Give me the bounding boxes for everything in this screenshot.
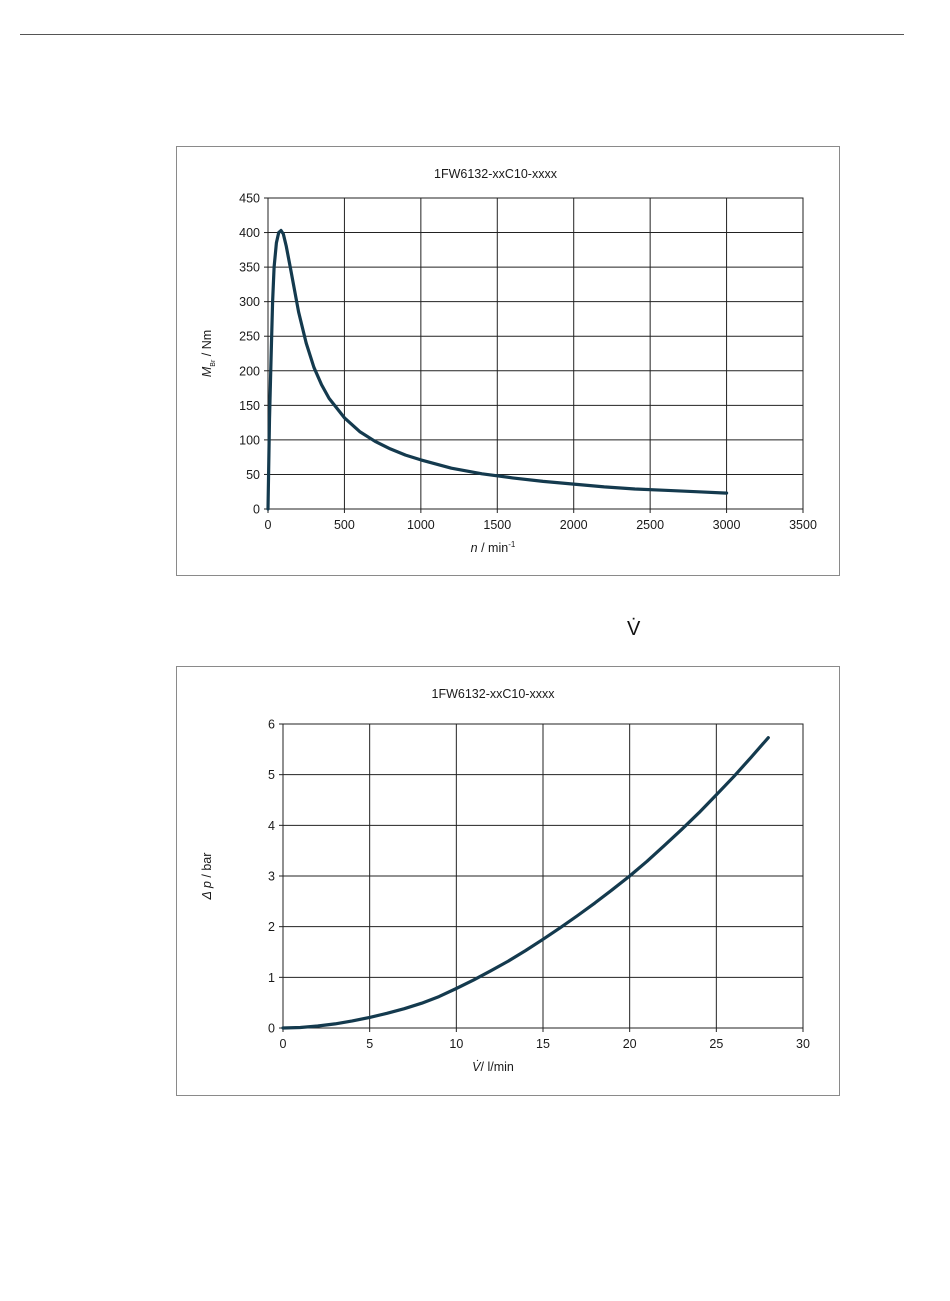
y-tick-label: 300 — [239, 295, 260, 309]
y-tick-label: 100 — [239, 433, 260, 447]
x-tick-label: 2000 — [560, 518, 588, 532]
x-tick-label: 1500 — [483, 518, 511, 532]
y-tick-label: 150 — [239, 399, 260, 413]
x-tick-label: 3500 — [789, 518, 817, 532]
pressure-drop-chart-svg: 1FW6132-xxC10-xxxx 0 5 10 15 20 25 30 0 1 2 3 4 5 6 V̇/… — [200, 687, 810, 1074]
y-tick-label: 2 — [268, 920, 275, 934]
y-axis-label: MBr / Nm — [200, 330, 217, 377]
y-tick-label: 400 — [239, 226, 260, 240]
x-tick-label: 0 — [265, 518, 272, 532]
braking-torque-chart: 1FW6132-xxC10-xxxx 0 500 1000 1500 2000 2500 30… — [176, 146, 840, 576]
y-axis-label: Δ p / bar — [200, 853, 214, 901]
x-tick-label: 3000 — [713, 518, 741, 532]
y-tick-label: 200 — [239, 364, 260, 378]
series-line — [281, 736, 770, 1030]
x-tick-label: 15 — [536, 1037, 550, 1051]
plot-area — [267, 197, 804, 510]
header-rule — [20, 34, 904, 35]
y-tick-label: 3 — [268, 870, 275, 884]
x-tick-label: 10 — [449, 1037, 463, 1051]
y-tick-label: 1 — [268, 971, 275, 985]
x-tick-label: 20 — [623, 1037, 637, 1051]
x-tick-label: 5 — [366, 1037, 373, 1051]
pressure-drop-chart: 1FW6132-xxC10-xxxx 0 5 10 15 20 25 30 0 1 2 3 4 5 6 V̇/… — [176, 666, 840, 1096]
y-tick-label: 50 — [246, 468, 260, 482]
y-tick-label: 4 — [268, 819, 275, 833]
x-tick-label: 1000 — [407, 518, 435, 532]
series-line — [266, 228, 729, 511]
x-tick-label: 500 — [334, 518, 355, 532]
y-tick-label: 0 — [268, 1022, 275, 1036]
x-axis-label: V̇/ l/min — [472, 1060, 514, 1074]
y-tick-label: 5 — [268, 768, 275, 782]
y-tick-label: 450 — [239, 192, 260, 206]
x-tick-label: 25 — [709, 1037, 723, 1051]
x-tick-label: 0 — [280, 1037, 287, 1051]
y-tick-label: 0 — [253, 503, 260, 517]
x-tick-label: 2500 — [636, 518, 664, 532]
chart-title: 1FW6132-xxC10-xxxx — [432, 687, 556, 701]
y-tick-label: 6 — [268, 718, 275, 732]
x-axis-label: n / min-1 — [471, 540, 516, 555]
x-tick-label: 30 — [796, 1037, 810, 1051]
chart-title: 1FW6132-xxC10-xxxx — [434, 167, 558, 181]
flow-rate-symbol: V̇ — [627, 618, 641, 640]
y-tick-label: 250 — [239, 330, 260, 344]
y-tick-label: 350 — [239, 261, 260, 275]
